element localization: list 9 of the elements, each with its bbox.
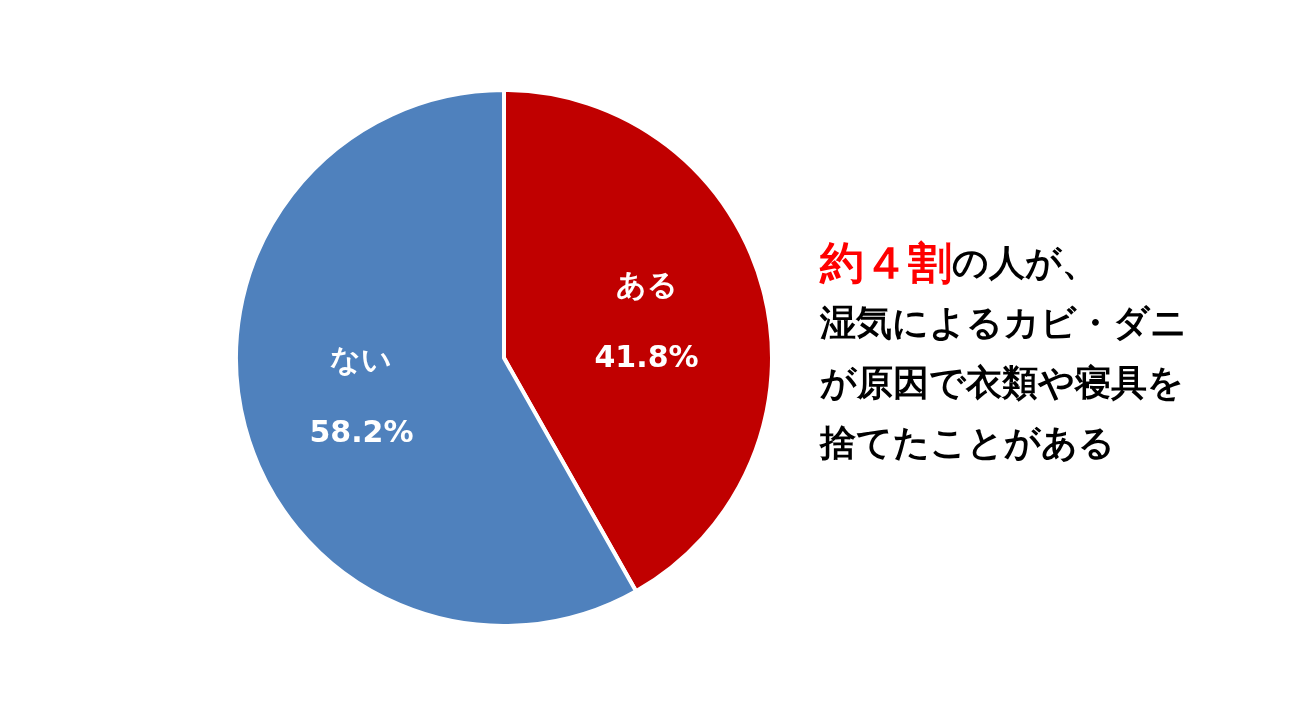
text: 約４割 [819, 236, 952, 288]
text: の人が、 [952, 241, 1098, 283]
slice-label: ない [330, 342, 393, 378]
text: 湿気によるカビ・ダニ [819, 301, 1187, 343]
slice-label: ある [615, 266, 678, 302]
text: 捨てたことがある [819, 421, 1115, 463]
data-label: 41.8% [594, 338, 699, 374]
data-label: 58.2% [309, 414, 414, 450]
text: が原因で衣類や寝具を [820, 361, 1184, 403]
